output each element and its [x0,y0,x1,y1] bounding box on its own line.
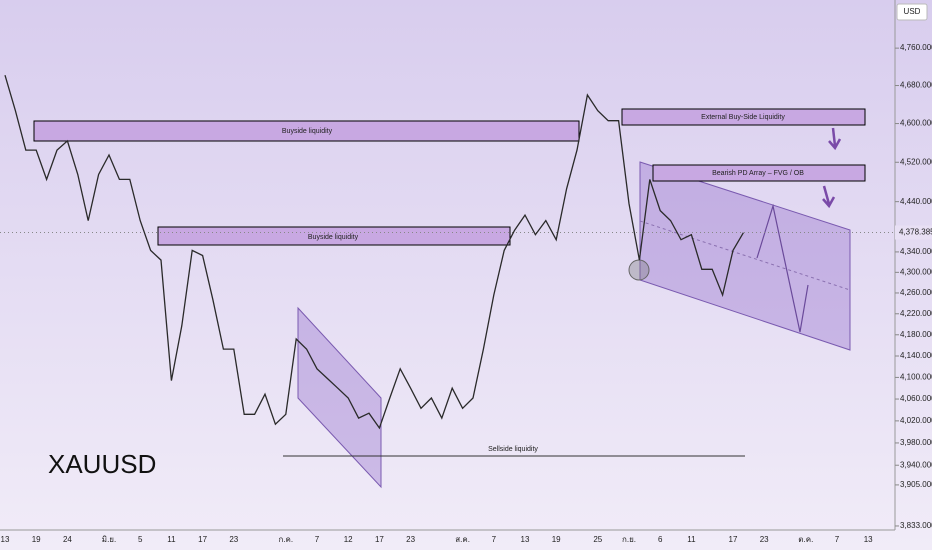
y-tick-label: 4,300.000 [900,267,932,276]
x-tick-label: ส.ค. [455,535,470,544]
x-tick-label: 5 [138,535,143,544]
x-tick-label: ต.ค. [798,535,813,544]
x-tick-label: 13 [1,535,10,544]
y-tick-label: 4,020.000 [900,416,932,425]
y-tick-label: 4,340.000 [900,247,932,256]
y-tick-label: 4,680.000 [900,81,932,90]
x-tick-label: 17 [729,535,738,544]
y-tick-label: 4,260.000 [900,288,932,297]
x-tick-label: 19 [552,535,561,544]
x-tick-label: 25 [593,535,602,544]
y-tick-label: 3,833.000 [900,521,932,530]
y-tick-label: 4,060.000 [900,394,932,403]
y-tick-label: 4,100.000 [900,373,932,382]
liquidity-box [33,120,580,142]
y-tick-label: 4,180.000 [900,330,932,339]
y-tick-label: 3,905.000 [900,480,932,489]
x-tick-label: 7 [835,535,840,544]
y-tick-label: 3,980.000 [900,438,932,447]
x-tick-label: 7 [492,535,497,544]
x-tick-label: 17 [198,535,207,544]
x-tick-label: มิ.ย. [102,535,116,544]
y-tick-label: 4,140.000 [900,351,932,360]
x-tick-label: 13 [521,535,530,544]
x-tick-label: 17 [375,535,384,544]
currency: USD [904,7,921,16]
price-line [4,75,744,430]
arrow [822,185,836,209]
y-tick-label: 4,760.000 [900,43,932,52]
annotation: Bearish PD Array – FVG / OB [712,170,804,177]
last-price-badge [895,225,932,240]
currency-badge [896,3,928,21]
y-tick-label: 4,600.000 [900,119,932,128]
highlight-circle [628,259,650,281]
x-tick-label: 11 [687,535,696,544]
symbol-watermark: XAUUSD [48,449,156,479]
x-tick-label: 24 [63,535,72,544]
x-tick-label: 7 [315,535,320,544]
annotation: External Buy-Side Liquidity [701,114,785,121]
x-tick-label: 19 [32,535,41,544]
y-tick-label: 4,520.000 [900,157,932,166]
x-tick-label: 13 [864,535,873,544]
x-tick-label: ก.ย. [622,535,636,544]
last-price-label: 4,378.385 [899,228,932,237]
liquidity-box [652,164,866,182]
x-tick-label: ก.ค. [278,535,293,544]
x-tick-label: 6 [658,535,663,544]
channel-mid [639,220,851,291]
liquidity-box [621,108,866,126]
y-tick-label: 4,440.000 [900,197,932,206]
x-tick-label: 23 [406,535,415,544]
arrow [828,127,842,151]
annotation: Sellside liquidity [488,446,538,453]
channel [297,306,382,489]
x-tick-label: 23 [229,535,238,544]
liquidity-box [157,226,511,246]
x-tick-label: 23 [760,535,769,544]
y-tick-label: 4,220.000 [900,309,932,318]
x-tick-label: 12 [344,535,353,544]
y-tick-label: 3,940.000 [900,460,932,469]
annotation: Buyside liquidity [282,128,333,135]
annotation: Buyside liquidity [308,234,359,241]
x-tick-label: 11 [167,535,176,544]
